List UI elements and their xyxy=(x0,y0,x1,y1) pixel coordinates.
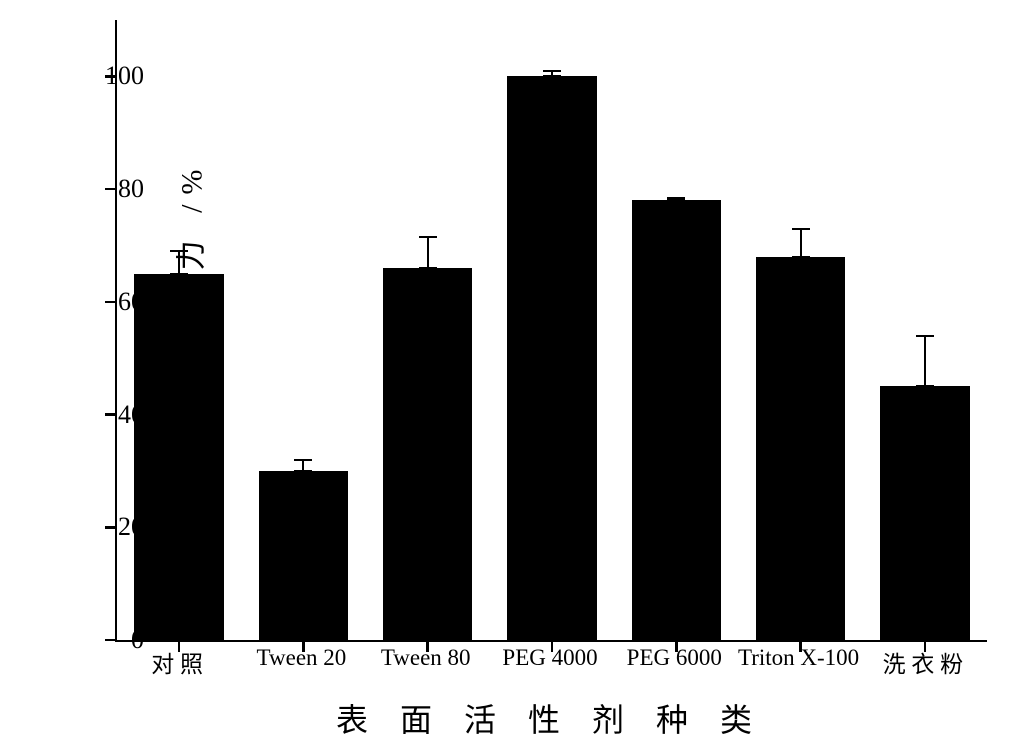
bar xyxy=(880,386,969,640)
bar xyxy=(756,257,845,640)
plot-area xyxy=(115,20,987,642)
error-cap-base xyxy=(916,385,934,387)
x-tick-label: 洗 衣 粉 xyxy=(883,645,964,679)
bar xyxy=(383,268,472,640)
bar xyxy=(259,471,348,640)
y-tick-label: 20 xyxy=(84,512,144,542)
y-tick-label: 40 xyxy=(84,400,144,430)
error-cap-base xyxy=(543,75,561,77)
error-cap-base xyxy=(419,267,437,269)
y-tick-label: 60 xyxy=(84,287,144,317)
error-cap-base xyxy=(667,199,685,201)
y-tick-label: 0 xyxy=(84,625,144,655)
x-tick-label: Triton X-100 xyxy=(738,645,859,671)
error-bar xyxy=(800,229,802,257)
x-tick-label: 对 照 xyxy=(151,645,203,679)
y-axis-label: 相 对 酶 活 力 /% xyxy=(166,160,210,501)
x-tick-label: PEG 4000 xyxy=(502,645,597,671)
y-tick-label: 80 xyxy=(84,174,144,204)
error-cap xyxy=(916,335,934,337)
bar xyxy=(507,76,596,640)
bar xyxy=(632,200,721,640)
error-cap xyxy=(792,228,810,230)
error-cap xyxy=(294,459,312,461)
error-cap-base xyxy=(294,470,312,472)
bar-chart: 相 对 酶 活 力 /% 表 面 活 性 剂 种 类 020406080100 … xyxy=(0,0,1024,756)
error-bar xyxy=(924,336,926,387)
error-bar xyxy=(427,237,429,268)
y-tick-label: 100 xyxy=(84,61,144,91)
x-tick-label: Tween 80 xyxy=(381,645,471,671)
error-cap xyxy=(419,236,437,238)
x-tick-label: PEG 6000 xyxy=(627,645,722,671)
x-axis-label: 表 面 活 性 剂 种 类 xyxy=(336,695,764,741)
error-cap-base xyxy=(792,256,810,258)
error-cap xyxy=(543,70,561,72)
error-cap xyxy=(667,197,685,199)
x-tick-label: Tween 20 xyxy=(257,645,347,671)
